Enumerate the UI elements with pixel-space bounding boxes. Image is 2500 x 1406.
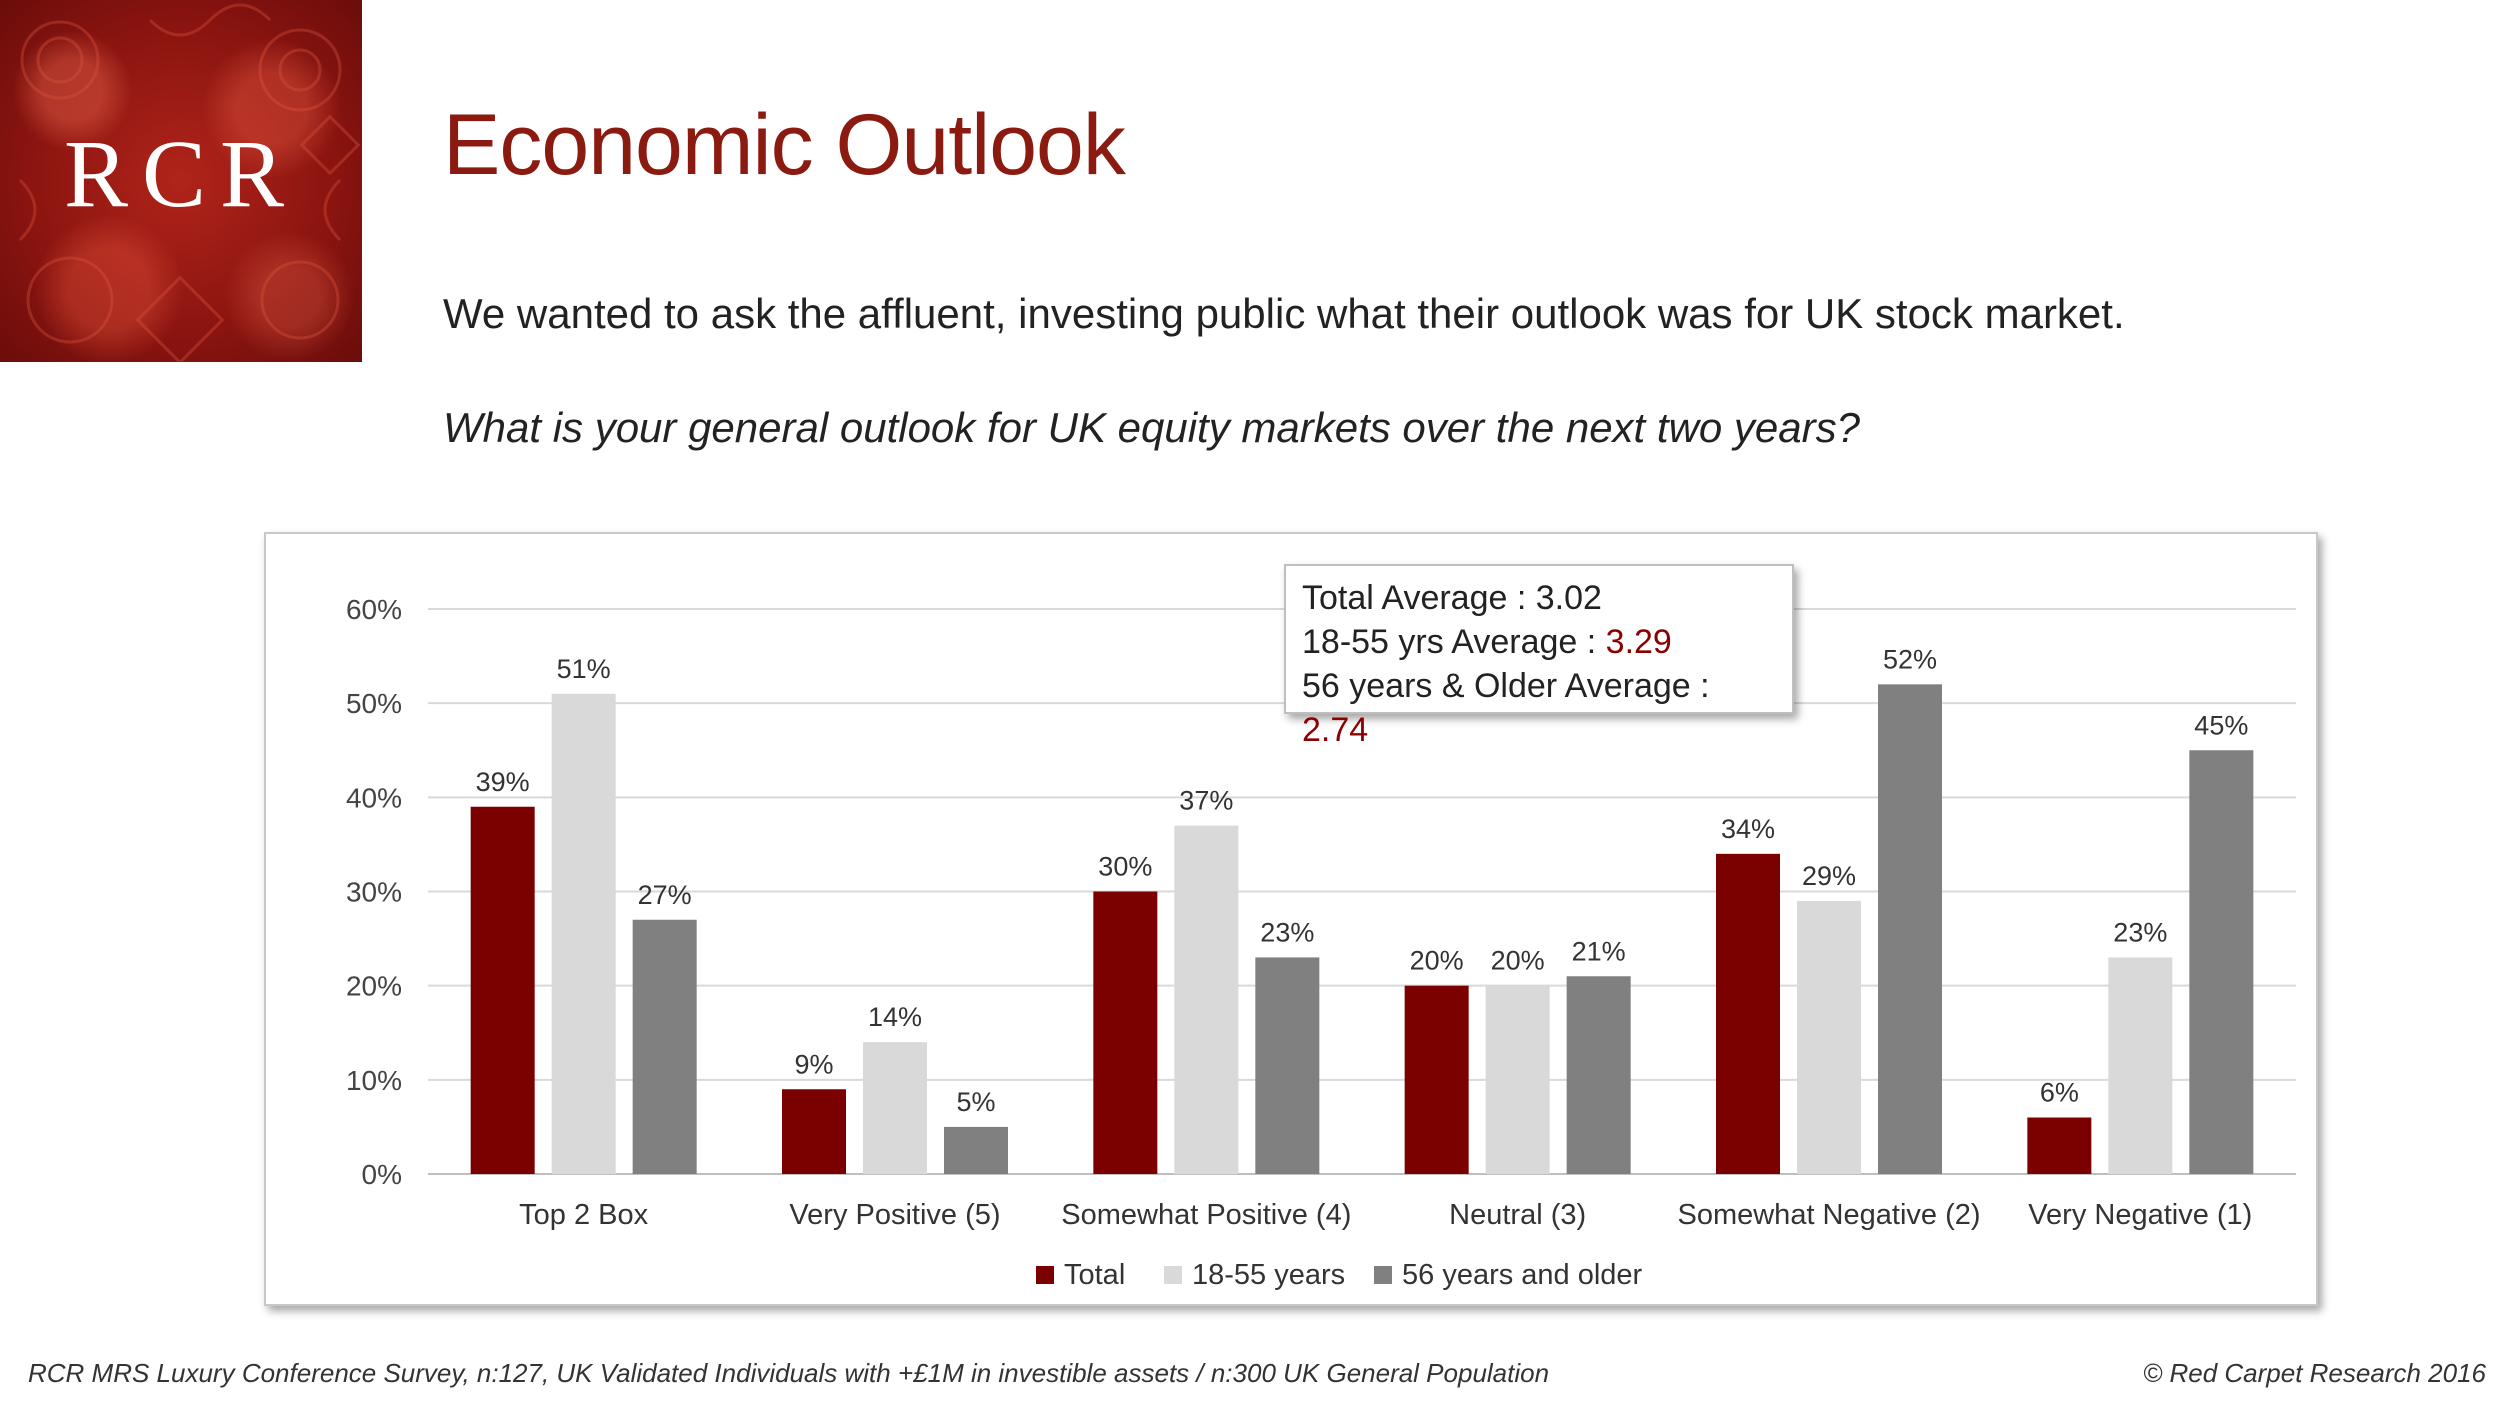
data-label: 5% xyxy=(956,1087,995,1117)
bar xyxy=(470,806,535,1174)
legend: Total 18-55 years 56 years and older xyxy=(1036,1259,1643,1291)
bar xyxy=(863,1042,927,1174)
total-average-label: Total Average : xyxy=(1302,579,1536,617)
legend-swatch xyxy=(1164,1266,1182,1284)
total-average-line: Total Average : 3.02 xyxy=(1302,576,1776,620)
older-average-value: 2.74 xyxy=(1302,711,1369,749)
bar xyxy=(2189,750,2254,1174)
legend-label: 18-55 years xyxy=(1192,1259,1345,1291)
x-tick-label: Neutral (3) xyxy=(1449,1199,1586,1231)
y-tick-label: 10% xyxy=(346,1065,402,1096)
data-label: 9% xyxy=(794,1049,833,1079)
bar xyxy=(1404,985,1469,1174)
total-average-value: 3.02 xyxy=(1535,579,1602,617)
y-tick-label: 50% xyxy=(346,688,402,719)
data-label: 23% xyxy=(2113,917,2167,947)
data-label: 52% xyxy=(1883,644,1937,674)
bar xyxy=(1485,985,1550,1174)
intro-text: We wanted to ask the affluent, investing… xyxy=(443,290,2125,337)
averages-box: Total Average : 3.02 18-55 yrs Average :… xyxy=(1284,564,1794,749)
legend-swatch xyxy=(1374,1266,1392,1284)
older-average-label: 56 years & Older Average : xyxy=(1302,667,1710,705)
bars-layer xyxy=(470,684,2254,1174)
data-label: 14% xyxy=(868,1002,922,1032)
bar xyxy=(1797,900,1861,1174)
young-average-label: 18-55 yrs Average : xyxy=(1302,623,1606,661)
bar xyxy=(782,1089,846,1174)
x-tick-label: Top 2 Box xyxy=(519,1199,648,1231)
data-label: 6% xyxy=(2040,1078,2079,1108)
y-tick-label: 40% xyxy=(346,782,402,813)
data-label: 20% xyxy=(1410,946,1464,976)
bar-chart: 0% 10% 20% 30% 40% 50% 60% 39% 51% 27% 9% 14% 5% 30%… xyxy=(346,594,2296,1291)
y-tick-label: 0% xyxy=(362,1159,402,1190)
older-average-line: 56 years & Older Average : 2.74 xyxy=(1302,664,1776,752)
x-tick-label: Somewhat Negative (2) xyxy=(1677,1199,1980,1231)
bar xyxy=(944,1126,1008,1174)
bar xyxy=(2027,1117,2092,1174)
data-label: 39% xyxy=(476,767,530,797)
bar xyxy=(1716,853,1780,1174)
data-label: 29% xyxy=(1802,861,1856,891)
legend-label: Total xyxy=(1064,1259,1125,1291)
source-note: RCR MRS Luxury Conference Survey, n:127,… xyxy=(28,1358,1550,1388)
survey-question: What is your general outlook for UK equi… xyxy=(443,404,1860,451)
y-axis-tick-labels: 0% 10% 20% 30% 40% 50% 60% xyxy=(346,594,402,1190)
data-labels-layer: 39% 51% 27% 9% 14% 5% 30% 37% 23% 20% 20% 21% 34% 29%… xyxy=(476,644,2249,1117)
data-label: 20% xyxy=(1491,946,1545,976)
legend-swatch xyxy=(1036,1266,1054,1284)
y-tick-label: 30% xyxy=(346,877,402,908)
bar xyxy=(632,919,697,1174)
data-label: 45% xyxy=(2194,710,2248,740)
data-label: 27% xyxy=(638,880,692,910)
data-label: 30% xyxy=(1098,852,1152,882)
bar xyxy=(551,693,616,1174)
x-tick-label: Very Positive (5) xyxy=(789,1199,1000,1231)
bar xyxy=(1093,891,1158,1174)
bar xyxy=(1566,976,1631,1174)
logo-pattern xyxy=(18,3,361,362)
bar xyxy=(2108,957,2173,1174)
data-label: 34% xyxy=(1721,814,1775,844)
bar xyxy=(1174,825,1239,1174)
legend-label: 56 years and older xyxy=(1402,1259,1643,1291)
y-tick-label: 20% xyxy=(346,971,402,1002)
data-label: 23% xyxy=(1260,917,1314,947)
x-tick-label: Somewhat Positive (4) xyxy=(1061,1199,1351,1231)
young-average-line: 18-55 yrs Average : 3.29 xyxy=(1302,620,1776,664)
y-tick-label: 60% xyxy=(346,594,402,625)
copyright: © Red Carpet Research 2016 xyxy=(2143,1358,2486,1388)
data-label: 37% xyxy=(1179,786,1233,816)
rcr-logo: RCR xyxy=(0,0,362,362)
bar xyxy=(1878,684,1942,1174)
page-title: Economic Outlook xyxy=(443,97,1126,193)
data-label: 51% xyxy=(557,654,611,684)
logo-text: RCR xyxy=(63,120,299,227)
x-tick-label: Very Negative (1) xyxy=(2028,1199,2252,1231)
data-label: 21% xyxy=(1572,936,1626,966)
bar xyxy=(1255,957,1320,1174)
young-average-value: 3.29 xyxy=(1605,623,1672,661)
x-axis-tick-labels: Top 2 Box Very Positive (5) Somewhat Posit… xyxy=(519,1199,2252,1231)
